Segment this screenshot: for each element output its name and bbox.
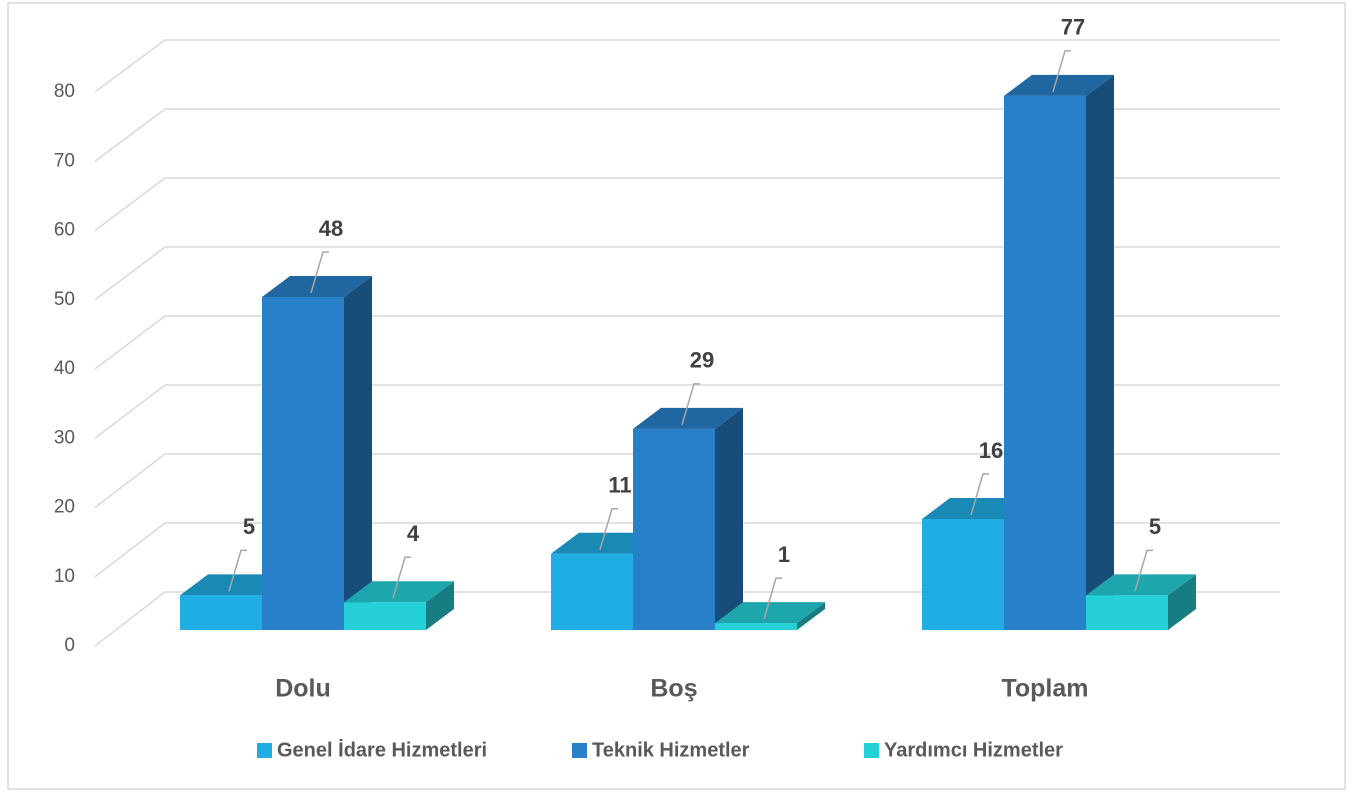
bar [922,519,1004,630]
leader-line [1052,50,1071,93]
grid-line [94,246,166,301]
grid-line [94,39,166,93]
grid-line [94,522,166,578]
bar-side [344,276,372,630]
legend-swatch [864,743,879,758]
bar-side [1168,574,1196,630]
value-label: 16 [979,438,1003,463]
value-label: 11 [608,473,631,498]
bar [551,553,633,630]
legend-swatch [572,743,587,758]
y-tick-label: 40 [54,358,75,379]
bar-top [344,581,454,603]
bar-side [426,581,454,630]
bar [344,602,426,630]
leader-line [1134,549,1153,592]
legend-label: Teknik Hizmetler [592,739,750,761]
value-label: 77 [1061,15,1085,40]
leader-line [681,383,700,426]
bar-top [262,276,372,297]
bar-side [715,407,743,630]
y-tick-label: 80 [54,81,75,102]
bar-top [633,407,743,429]
y-tick-label: 30 [54,427,75,448]
grid-line [94,453,166,509]
bar [1086,595,1168,630]
value-label: 29 [690,348,714,373]
bar [262,297,344,630]
leader-line [763,577,782,620]
value-label: 5 [243,514,255,539]
leader-line [970,473,989,516]
bar [180,595,262,630]
value-label: 1 [778,542,790,567]
value-label: 5 [1149,514,1161,539]
x-tick-label: Dolu [275,675,331,703]
chart-border [7,2,1346,790]
x-tick-label: Boş [650,675,697,703]
y-tick-label: 70 [54,150,75,171]
bar-side [797,602,825,630]
grid-line [94,591,166,647]
bar [715,623,797,630]
bar-side [1086,74,1114,630]
y-tick-label: 60 [54,220,75,241]
bar-top [1004,74,1114,96]
leader-line [228,549,247,592]
y-tick-label: 10 [54,566,75,587]
value-label: 48 [319,216,343,241]
x-tick-label: Toplam [1001,675,1088,703]
bar-top [715,602,825,624]
y-tick-label: 50 [54,289,75,310]
bar [1004,95,1086,630]
leader-line [310,251,329,294]
y-tick-label: 20 [54,497,75,518]
grid-line [94,315,166,370]
leader-line [599,507,618,550]
bar [633,428,715,630]
grid-line [94,108,166,162]
y-tick-label: 0 [64,635,75,656]
grid-line [94,177,166,232]
bar-top [1086,574,1196,596]
value-label: 4 [407,521,420,546]
legend-label: Genel İdare Hizmetleri [277,738,487,761]
leader-line [392,556,411,599]
legend-swatch [257,743,272,758]
grid-line [94,384,166,439]
legend-label: Yardımcı Hizmetler [884,739,1063,761]
